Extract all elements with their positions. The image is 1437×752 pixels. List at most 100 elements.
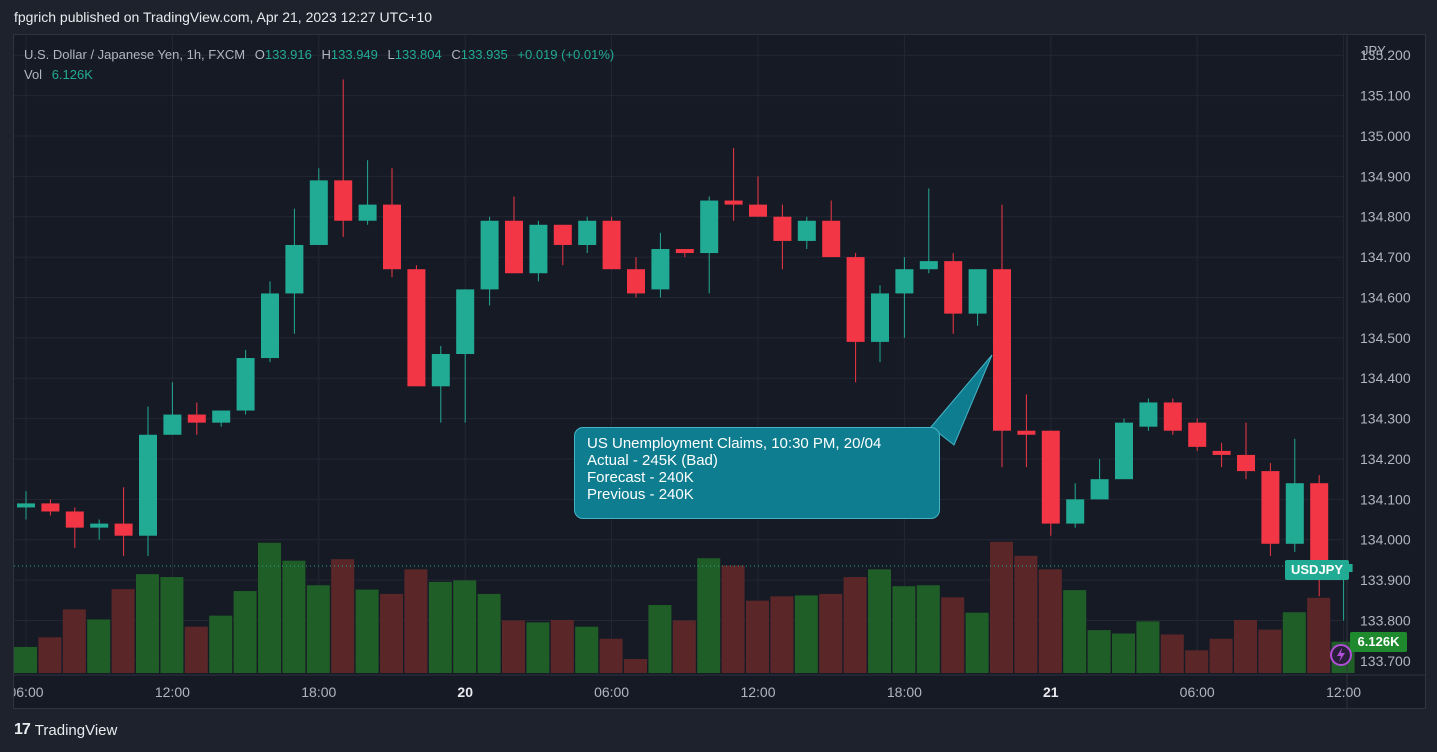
candle-body <box>919 261 938 270</box>
volume-value: 6.126K <box>51 67 93 82</box>
volume-bar <box>1185 650 1209 673</box>
candle-body <box>212 410 231 423</box>
volume-bar <box>1258 629 1282 673</box>
candle-body <box>505 220 523 274</box>
volume-bar <box>1209 638 1233 673</box>
lightning-icon[interactable] <box>1330 644 1352 666</box>
time-tick-label: 21 <box>1043 684 1059 700</box>
candle-body <box>285 244 304 294</box>
candle-body <box>797 220 816 241</box>
candle-body <box>90 523 109 528</box>
candle-body <box>968 269 987 314</box>
candle-body <box>1237 454 1255 472</box>
candle-body <box>1139 402 1158 427</box>
price-tick-label: 134.400 <box>1360 370 1411 386</box>
candle-body <box>65 511 84 528</box>
price-tick-label: 135.200 <box>1360 47 1411 63</box>
candle-body <box>627 269 645 294</box>
candle-body <box>700 200 719 254</box>
high-value: 133.949 <box>330 47 378 62</box>
volume-bar <box>209 615 233 673</box>
callout-previous: Previous - 240K <box>587 486 694 503</box>
volume-bar <box>62 609 86 673</box>
price-tick-label: 134.100 <box>1360 491 1411 507</box>
volume-bar <box>575 626 599 673</box>
candle-body <box>383 204 401 270</box>
price-chart[interactable]: 135.200 135.100 135.000 134.900 134.800 134.7… <box>14 35 1425 708</box>
candle-body <box>1163 402 1182 431</box>
volume-bar <box>160 577 184 673</box>
candle-body <box>724 200 743 205</box>
grid <box>14 35 1345 673</box>
candle-body <box>1066 499 1085 524</box>
candle-body <box>578 220 597 245</box>
symbol-description: U.S. Dollar / Japanese Yen, 1h, FXCM <box>24 47 246 62</box>
candle-body <box>1017 430 1036 435</box>
candle-body <box>431 354 450 387</box>
chart-panel[interactable]: 135.200 135.100 135.000 134.900 134.800 134.7… <box>13 34 1426 709</box>
candle-body <box>480 220 499 290</box>
volume-bar <box>453 580 477 673</box>
time-tick-label: 18:00 <box>301 684 336 700</box>
candle-body <box>1212 450 1231 455</box>
candle-body <box>675 249 694 254</box>
volume-bar <box>599 638 623 673</box>
currency-label: JPY <box>1362 43 1386 58</box>
candle-body <box>261 293 279 359</box>
tradingview-logo-icon: 17 <box>14 721 31 738</box>
volume-bar <box>1307 597 1331 673</box>
price-tick-label: 134.500 <box>1360 330 1411 346</box>
candle-body <box>871 293 889 342</box>
volume-bar <box>404 569 428 673</box>
change-value: +0.019 (+0.01%) <box>517 47 615 62</box>
candle-body <box>1261 471 1280 544</box>
volume-bar <box>428 581 452 673</box>
candle-body <box>41 503 60 512</box>
time-tick-label: 12:00 <box>155 684 190 700</box>
volume-bar <box>1234 619 1257 673</box>
volume-bar <box>868 569 891 673</box>
callout-actual: Actual - 245K (Bad) <box>587 452 718 469</box>
volume-price-tag: 6.126K <box>1350 632 1407 652</box>
volume-bar <box>697 558 721 673</box>
footer-brand[interactable]: 17 TradingView <box>14 721 117 739</box>
volume-bar <box>38 637 62 673</box>
volume-bar <box>770 596 794 673</box>
volume-bar <box>111 589 135 673</box>
volume-bars <box>14 541 1355 673</box>
candle-body <box>309 180 328 245</box>
volume-bar <box>184 626 208 673</box>
time-tick-label: 06:00 <box>1180 684 1215 700</box>
publish-caption: fpgrich published on TradingView.com, Ap… <box>14 9 433 25</box>
price-tick-label: 135.100 <box>1360 88 1411 104</box>
callout-forecast: Forecast - 240K <box>587 469 694 486</box>
open-value: 133.916 <box>264 47 312 62</box>
volume-bar <box>1112 633 1135 673</box>
candles <box>17 79 1353 621</box>
price-tick-label: 134.700 <box>1360 249 1411 265</box>
volume-bar <box>526 622 550 673</box>
volume-bar <box>502 620 525 673</box>
candle-body <box>1310 483 1329 573</box>
price-tick-label: 134.900 <box>1360 168 1411 184</box>
candle-body <box>407 269 426 387</box>
price-tick-label: 133.800 <box>1360 613 1411 629</box>
time-tick-label: 06:00 <box>594 684 629 700</box>
price-tick-label: 134.200 <box>1360 451 1411 467</box>
time-tick-label: 12:00 <box>1326 684 1361 700</box>
candle-body <box>114 523 133 536</box>
volume-bar <box>721 565 745 673</box>
candle-body <box>1285 483 1304 544</box>
volume-bar <box>355 589 379 673</box>
candle-body <box>846 257 865 342</box>
time-tick-label: 12:00 <box>740 684 775 700</box>
price-tick-label: 133.900 <box>1360 572 1411 588</box>
candle-body <box>749 204 767 217</box>
volume-bar <box>794 595 818 673</box>
volume-bar <box>648 605 672 673</box>
volume-bar <box>965 612 989 673</box>
volume-bar <box>916 585 940 673</box>
symbol-price-tag: USDJPY <box>1285 560 1350 580</box>
event-callout[interactable]: US Unemployment Claims, 10:30 PM, 20/04 … <box>574 427 940 519</box>
candle-body <box>895 269 914 294</box>
